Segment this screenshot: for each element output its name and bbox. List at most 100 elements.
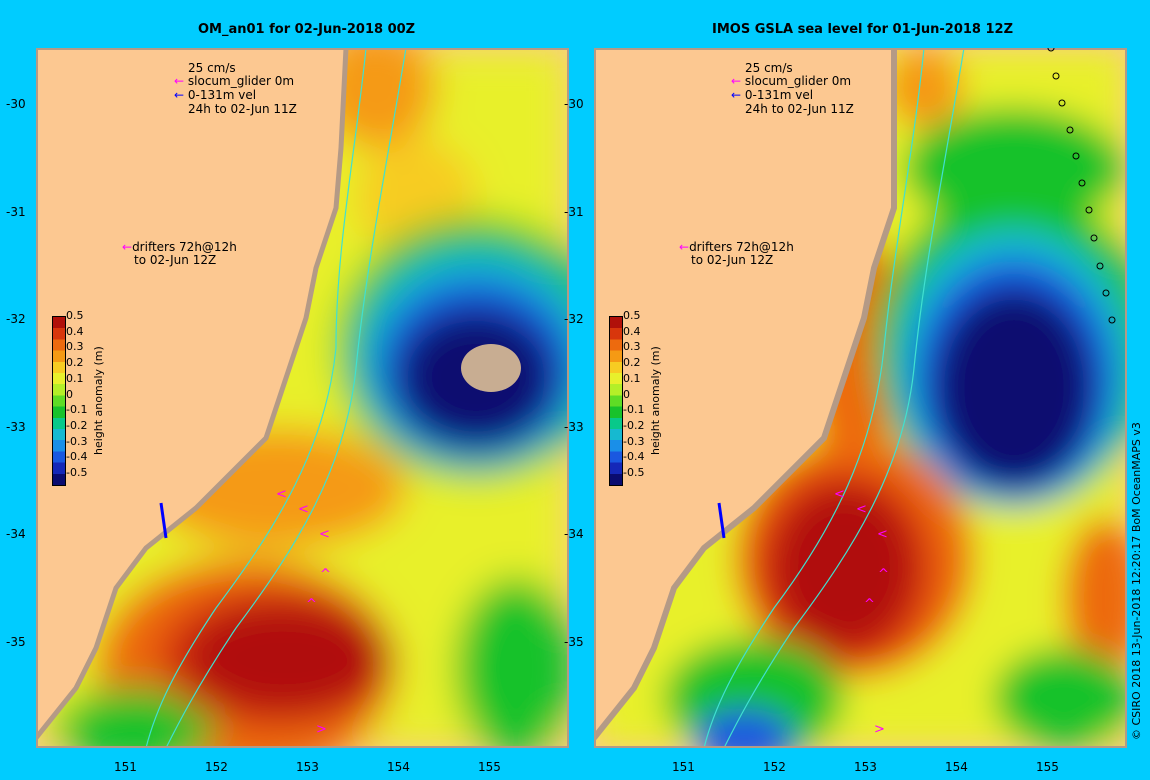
argo-floats bbox=[1047, 48, 1116, 324]
coastline bbox=[594, 48, 897, 740]
right-vel-label: 0-131m vel bbox=[744, 88, 814, 102]
lon-tick: 154 bbox=[945, 760, 968, 774]
cb-tick: 0.1 bbox=[623, 371, 641, 385]
left-legend-window: 24h to 02-Jun 11Z bbox=[188, 102, 297, 116]
left-colorbar-label: height anomaly (m) bbox=[92, 346, 105, 455]
lon-tick: 152 bbox=[205, 760, 228, 774]
cb-tick: -0.1 bbox=[66, 403, 88, 417]
lat-tick: -32 bbox=[564, 312, 584, 326]
left-legend-drifters: ←drifters 72h@12h bbox=[122, 240, 237, 254]
right-glider-label: slocum_glider 0m bbox=[744, 74, 852, 88]
drifter-arrow: ^ bbox=[864, 597, 875, 612]
right-colorbar bbox=[609, 316, 623, 486]
right-map-svg: < < < ^ ^ > bbox=[594, 48, 1127, 748]
right-legend-window: 24h to 02-Jun 11Z bbox=[745, 102, 854, 116]
left-vel-label: 0-131m vel bbox=[187, 88, 257, 102]
drifter-arrow: > bbox=[874, 722, 885, 737]
lat-tick: -35 bbox=[6, 635, 26, 649]
lat-tick: -30 bbox=[564, 97, 584, 111]
left-colorbar bbox=[52, 316, 66, 486]
lon-tick: 155 bbox=[478, 760, 501, 774]
cb-tick: -0.4 bbox=[66, 450, 88, 464]
float-marker bbox=[1090, 234, 1098, 242]
right-map[interactable]: < < < ^ ^ > bbox=[594, 48, 1127, 748]
right-legend-drifters: ←drifters 72h@12h bbox=[679, 240, 794, 254]
cb-tick: -0.4 bbox=[623, 450, 645, 464]
cb-tick: 0.4 bbox=[623, 324, 641, 338]
drifter-arrow: < bbox=[276, 487, 287, 502]
left-drifters-label: drifters 72h@12h bbox=[132, 240, 237, 254]
cb-tick: -0.2 bbox=[623, 418, 645, 432]
cb-tick: -0.3 bbox=[623, 434, 645, 448]
lon-tick: 153 bbox=[854, 760, 877, 774]
lon-tick: 154 bbox=[387, 760, 410, 774]
drifter-arrow: < bbox=[834, 487, 845, 502]
left-legend-glider: ← slocum_glider 0m bbox=[174, 74, 295, 88]
cb-tick: 0.3 bbox=[623, 340, 641, 354]
land-mask-blob bbox=[461, 344, 521, 392]
left-legend-vel: ← 0-131m vel bbox=[174, 88, 257, 102]
right-legend-scale: 25 cm/s bbox=[745, 61, 793, 75]
lat-tick: -32 bbox=[6, 312, 26, 326]
isobath-200m bbox=[703, 48, 925, 748]
left-colorbar-ticks: 0.5 0.4 0.3 0.2 0.1 0 -0.1 -0.2 -0.3 -0.… bbox=[66, 308, 87, 481]
right-colorbar-label: height anomaly (m) bbox=[649, 346, 662, 455]
drifter-tracks: < < < ^ ^ > bbox=[276, 487, 331, 737]
drifter-arrow: > bbox=[316, 722, 327, 737]
float-marker bbox=[1072, 152, 1080, 160]
coastline bbox=[36, 48, 349, 740]
glider-vector bbox=[159, 502, 168, 539]
drifter-arrow: < bbox=[877, 527, 888, 542]
cb-tick: 0.5 bbox=[66, 309, 84, 322]
left-panel-title: OM_an01 for 02-Jun-2018 00Z bbox=[198, 22, 416, 37]
lat-tick: -34 bbox=[564, 527, 584, 541]
drifter-arrow: < bbox=[298, 502, 309, 517]
cb-tick: -0.3 bbox=[66, 434, 88, 448]
cb-tick: 0.2 bbox=[623, 356, 641, 370]
isobath-2000m bbox=[723, 48, 965, 748]
cb-tick: 0.5 bbox=[623, 309, 641, 322]
left-legend-scale: 25 cm/s bbox=[188, 61, 236, 75]
cb-tick: 0 bbox=[66, 387, 73, 401]
lat-tick: -33 bbox=[6, 420, 26, 434]
lat-tick: -34 bbox=[6, 527, 26, 541]
float-marker bbox=[1047, 48, 1055, 52]
lat-tick: -33 bbox=[564, 420, 584, 434]
float-marker bbox=[1058, 99, 1066, 107]
lat-tick: -30 bbox=[6, 97, 26, 111]
left-map[interactable]: < < < ^ ^ > bbox=[36, 48, 569, 748]
right-legend-glider: ← slocum_glider 0m bbox=[731, 74, 852, 88]
left-glider-label: slocum_glider 0m bbox=[187, 74, 295, 88]
left-legend-drifters2: to 02-Jun 12Z bbox=[134, 253, 217, 267]
drifter-arrow: ^ bbox=[306, 597, 317, 612]
float-marker bbox=[1096, 262, 1104, 270]
drifter-arrow: < bbox=[856, 502, 867, 517]
cb-tick: -0.5 bbox=[623, 466, 645, 480]
float-marker bbox=[1085, 206, 1093, 214]
right-panel-title: IMOS GSLA sea level for 01-Jun-2018 12Z bbox=[712, 22, 1013, 37]
float-marker bbox=[1102, 289, 1110, 297]
credit-text: © CSIRO 2018 13-Jun-2018 12:20:17 BoM Oc… bbox=[1130, 422, 1143, 740]
lat-tick: -35 bbox=[564, 635, 584, 649]
float-marker bbox=[1066, 126, 1074, 134]
cb-tick: 0 bbox=[623, 387, 630, 401]
cb-tick: 0.2 bbox=[66, 356, 84, 370]
lon-tick: 151 bbox=[672, 760, 695, 774]
drifter-arrow: ^ bbox=[320, 567, 331, 582]
lon-tick: 152 bbox=[763, 760, 786, 774]
lat-tick: -31 bbox=[6, 205, 26, 219]
cb-tick: 0.4 bbox=[66, 324, 84, 338]
right-legend-vel: ← 0-131m vel bbox=[731, 88, 814, 102]
cb-tick: -0.2 bbox=[66, 418, 88, 432]
float-marker bbox=[1052, 72, 1060, 80]
lon-tick: 151 bbox=[114, 760, 137, 774]
cb-tick: 0.3 bbox=[66, 340, 84, 354]
drifter-arrow: < bbox=[319, 527, 330, 542]
lon-tick: 153 bbox=[296, 760, 319, 774]
drifter-tracks: < < < ^ ^ > bbox=[834, 487, 889, 737]
lat-tick: -31 bbox=[564, 205, 584, 219]
cb-tick: -0.5 bbox=[66, 466, 88, 480]
float-marker bbox=[1078, 179, 1086, 187]
isobath-200m bbox=[145, 48, 367, 748]
right-legend-drifters2: to 02-Jun 12Z bbox=[691, 253, 774, 267]
